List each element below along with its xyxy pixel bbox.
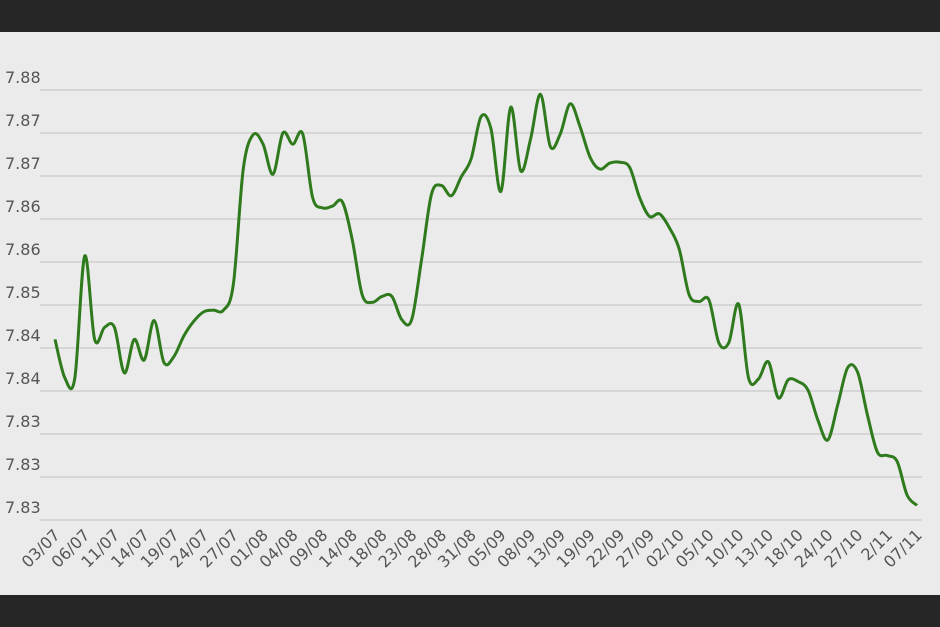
y-tick-label: 7.83 [5, 498, 41, 517]
y-tick-label: 7.84 [5, 326, 41, 345]
top-bar [0, 0, 940, 32]
data-line [53, 92, 919, 507]
bottom-bar [0, 595, 940, 627]
y-tick-label: 7.84 [5, 369, 41, 388]
y-tick-label: 7.83 [5, 412, 41, 431]
y-tick-label: 7.87 [5, 154, 41, 173]
y-tick-label: 7.83 [5, 455, 41, 474]
y-tick-label: 7.88 [5, 68, 41, 87]
y-tick-label: 7.85 [5, 283, 41, 302]
y-tick-label: 7.87 [5, 111, 41, 130]
y-tick-label: 7.86 [5, 240, 41, 259]
y-tick-label: 7.86 [5, 197, 41, 216]
